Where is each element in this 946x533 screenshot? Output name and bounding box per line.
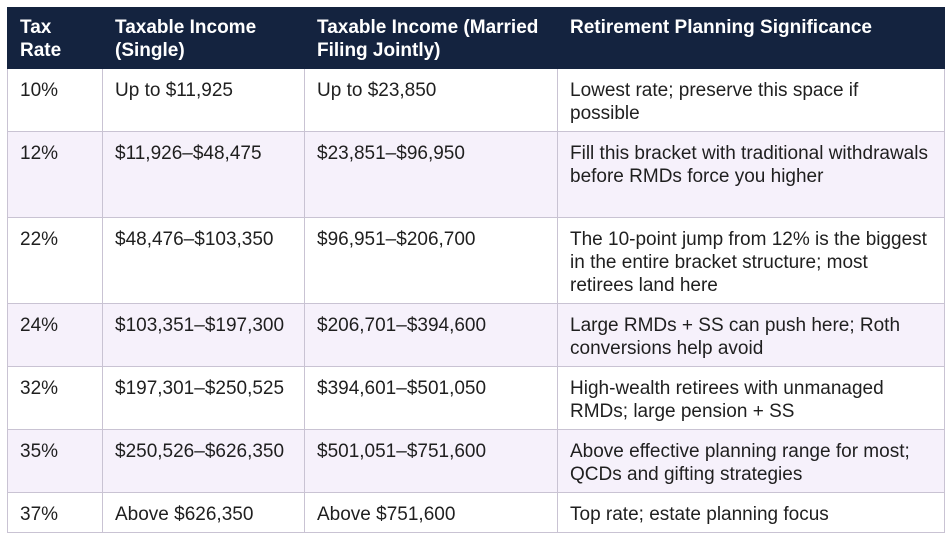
table-cell: Up to $23,850 [304, 68, 558, 132]
table-cell: Top rate; estate planning focus [557, 492, 945, 533]
table-cell: $103,351–$197,300 [102, 303, 305, 367]
header-cell: Taxable Income (Married Filing Jointly) [304, 7, 558, 69]
table-container: Tax Rate Taxable Income (Single) Taxable I… [7, 7, 945, 533]
table-cell: $11,926–$48,475 [102, 131, 305, 218]
table-cell: 35% [7, 429, 103, 493]
table-row: 12% $11,926–$48,475 $23,851–$96,950 Fill th… [7, 131, 945, 218]
table-cell: $206,701–$394,600 [304, 303, 558, 367]
table-row: 10% Up to $11,925 Up to $23,850 Lowest rate… [7, 68, 945, 132]
table-cell: Lowest rate; preserve this space if poss… [557, 68, 945, 132]
table-cell: $501,051–$751,600 [304, 429, 558, 493]
table-body: 10% Up to $11,925 Up to $23,850 Lowest rate… [7, 68, 945, 533]
table-cell: 10% [7, 68, 103, 132]
table-row: 32% $197,301–$250,525 $394,601–$501,050 Hig… [7, 366, 945, 430]
table-cell: 37% [7, 492, 103, 533]
table-cell: The 10-point jump from 12% is the bigges… [557, 217, 945, 304]
table-cell: $23,851–$96,950 [304, 131, 558, 218]
table-row: 24% $103,351–$197,300 $206,701–$394,600 Lar… [7, 303, 945, 367]
table-cell: $197,301–$250,525 [102, 366, 305, 430]
table-cell: High-wealth retirees with unmanaged RMDs… [557, 366, 945, 430]
table-cell: 22% [7, 217, 103, 304]
table-cell: Above $751,600 [304, 492, 558, 533]
table-cell: $394,601–$501,050 [304, 366, 558, 430]
table-cell: Above effective planning range for most;… [557, 429, 945, 493]
table-cell: Up to $11,925 [102, 68, 305, 132]
table-cell: $48,476–$103,350 [102, 217, 305, 304]
header-cell: Tax Rate [7, 7, 103, 69]
header-cell: Taxable Income (Single) [102, 7, 305, 69]
table-row: 35% $250,526–$626,350 $501,051–$751,600 Abo… [7, 429, 945, 493]
table-cell: Above $626,350 [102, 492, 305, 533]
table-cell: 24% [7, 303, 103, 367]
table-cell: $96,951–$206,700 [304, 217, 558, 304]
table-row: 22% $48,476–$103,350 $96,951–$206,700 The 1… [7, 217, 945, 304]
table-cell: Fill this bracket with traditional withd… [557, 131, 945, 218]
table-cell: Large RMDs + SS can push here; Roth conv… [557, 303, 945, 367]
table-cell: 32% [7, 366, 103, 430]
table-row: 37% Above $626,350 Above $751,600 Top rate;… [7, 492, 945, 533]
header-cell: Retirement Planning Significance [557, 7, 945, 69]
tax-bracket-table: Tax Rate Taxable Income (Single) Taxable I… [7, 7, 945, 533]
table-cell: $250,526–$626,350 [102, 429, 305, 493]
header-row: Tax Rate Taxable Income (Single) Taxable I… [7, 7, 945, 69]
table-cell: 12% [7, 131, 103, 218]
